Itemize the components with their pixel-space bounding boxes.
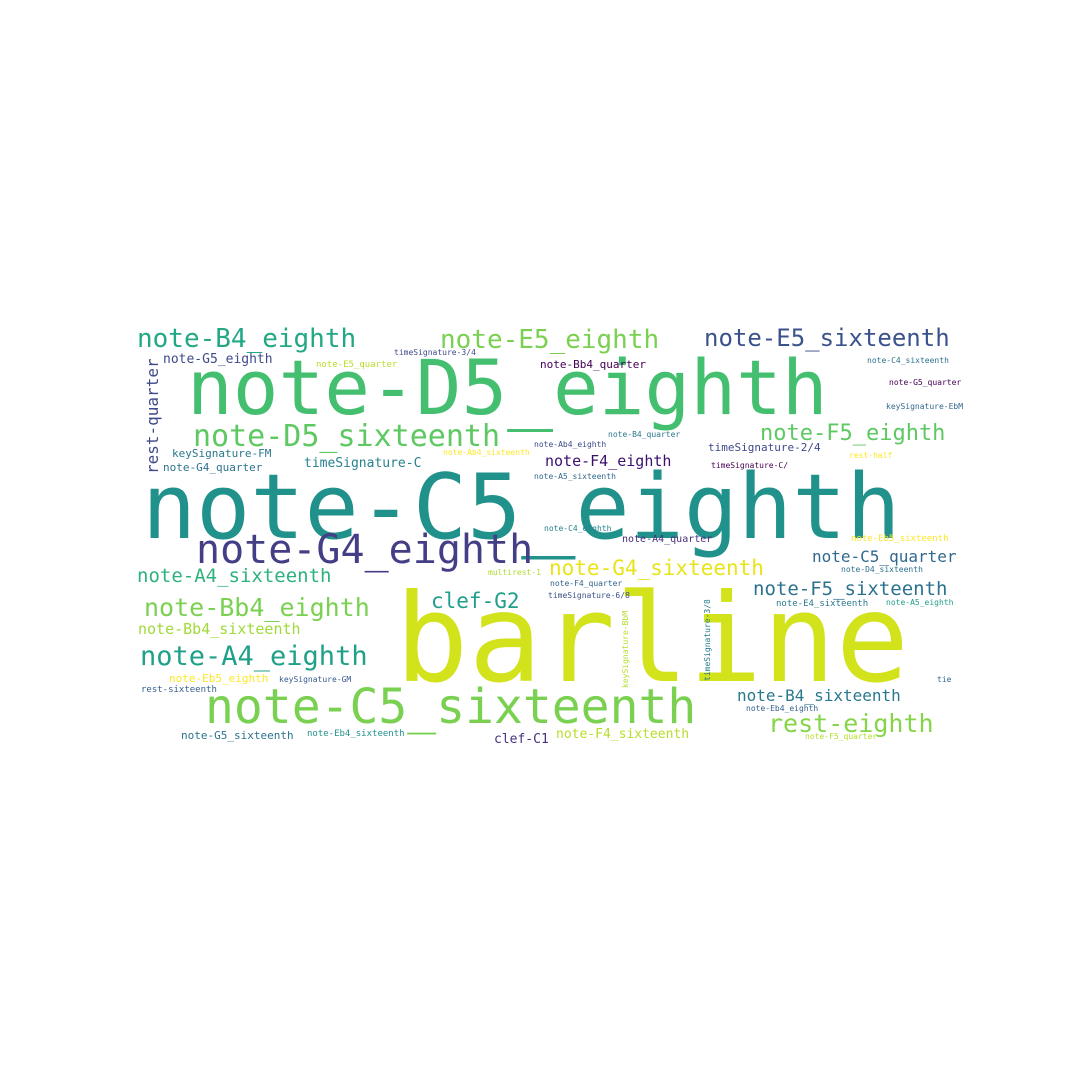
word-note-ab4-sixteenth: note-Ab4_sixteenth bbox=[443, 448, 530, 457]
word-note-f5-sixteenth: note-F5_sixteenth bbox=[753, 578, 948, 600]
word-clef-g2: clef-G2 bbox=[431, 589, 520, 613]
word-note-g4-eighth: note-G4_eighth bbox=[196, 527, 534, 573]
word-note-eb5-sixteenth: note-Eb5_sixteenth bbox=[851, 534, 949, 544]
word-clef-c1: clef-C1 bbox=[494, 732, 549, 747]
word-note-f5-quarter: note-F5_quarter bbox=[805, 732, 878, 741]
word-note-eb5-eighth: note-Eb5_eighth bbox=[169, 672, 269, 685]
word-timesignature-3-4: timeSignature-3/4 bbox=[394, 348, 476, 357]
word-rest-quarter: rest-quarter bbox=[143, 358, 162, 474]
word-note-d4-sixteenth: note-D4_sixteenth bbox=[841, 565, 923, 574]
word-note-e5-sixteenth: note-E5_sixteenth bbox=[704, 324, 950, 352]
word-rest-half: rest-half bbox=[849, 451, 893, 460]
word-note-g5-eighth: note-G5_eighth bbox=[163, 352, 273, 367]
word-note-c5-eighth: note-C5_eighth bbox=[142, 455, 901, 560]
word-note-b4-eighth: note-B4_eighth bbox=[137, 324, 357, 354]
word-note-f5-eighth: note-F5_eighth bbox=[760, 421, 946, 446]
word-keysignature-ebm: keySignature-EbM bbox=[886, 402, 964, 411]
word-multirest-1: multirest-1 bbox=[488, 568, 541, 577]
word-barline: barline bbox=[395, 568, 910, 710]
word-note-g4-quarter: note-G4_quarter bbox=[163, 461, 263, 474]
word-note-a5-eighth: note-A5_eighth bbox=[886, 598, 954, 607]
word-note-d5-sixteenth: note-D5_sixteenth bbox=[193, 419, 501, 454]
word-note-f4-sixteenth: note-F4_sixteenth bbox=[556, 727, 690, 742]
word-note-a4-sixteenth: note-A4_sixteenth bbox=[137, 565, 332, 587]
word-note-g5-sixteenth: note-G5_sixteenth bbox=[181, 729, 294, 742]
word-note-f4-eighth: note-F4_eighth bbox=[545, 452, 672, 470]
word-note-c5-sixteenth: note-C5_sixteenth bbox=[205, 679, 697, 735]
word-timesignature-2-4: timeSignature-2/4 bbox=[708, 441, 821, 454]
word-timesignature-c-: timeSignature-C/ bbox=[711, 461, 789, 470]
word-note-bb4-quarter: note-Bb4_quarter bbox=[540, 358, 646, 371]
word-note-e5-quarter: note-E5_quarter bbox=[316, 360, 398, 370]
word-note-e4-sixteenth: note-E4_sixteenth bbox=[776, 599, 869, 609]
word-note-g5-quarter: note-G5_quarter bbox=[889, 378, 962, 387]
word-note-d5-eighth: note-D5_eighth bbox=[187, 343, 828, 432]
word-rest-eighth: rest-eighth bbox=[768, 709, 934, 738]
word-note-a4-eighth: note-A4_eighth bbox=[140, 641, 368, 672]
word-timesignature-6-8: timeSignature-6/8 bbox=[548, 591, 630, 600]
word-tie: tie bbox=[937, 675, 952, 684]
word-note-a4-quarter: note-A4_quarter bbox=[622, 534, 713, 545]
word-note-c4-sixteenth: note-C4_sixteenth bbox=[867, 356, 949, 365]
word-rest-sixteenth: rest-sixteenth bbox=[141, 685, 217, 695]
word-keysignature-fm: keySignature-FM bbox=[172, 447, 272, 460]
word-note-g4-sixteenth: note-G4_sixteenth bbox=[549, 556, 764, 580]
word-note-ab4-eighth: note-Ab4_eighth bbox=[534, 440, 607, 449]
word-note-b4-quarter: note-B4_quarter bbox=[608, 430, 681, 439]
word-note-bb4-sixteenth: note-Bb4_sixteenth bbox=[138, 620, 301, 638]
word-note-bb4-eighth: note-Bb4_eighth bbox=[144, 593, 370, 622]
word-note-c5-quarter: note-C5_quarter bbox=[812, 547, 957, 566]
word-timesignature-3-8: timeSignature-3/8 bbox=[703, 599, 712, 681]
word-keysignature-gm: keySignature-GM bbox=[279, 675, 352, 684]
word-note-f4-quarter: note-F4_quarter bbox=[550, 579, 623, 588]
word-note-c4-eighth: note-C4_eighth bbox=[544, 524, 612, 533]
word-note-eb4-sixteenth: note-Eb4_sixteenth bbox=[307, 729, 405, 739]
word-timesignature-c: timeSignature-C bbox=[304, 456, 422, 471]
word-note-a5-sixteenth: note-A5_sixteenth bbox=[534, 472, 616, 481]
word-note-e5-eighth: note-E5_eighth bbox=[440, 325, 660, 355]
word-note-b4-sixteenth: note-B4_sixteenth bbox=[737, 686, 901, 705]
word-keysignature-bbm: keySignature-BbM bbox=[621, 610, 630, 688]
word-note-eb4-eighth: note-Eb4_eighth bbox=[746, 704, 819, 713]
